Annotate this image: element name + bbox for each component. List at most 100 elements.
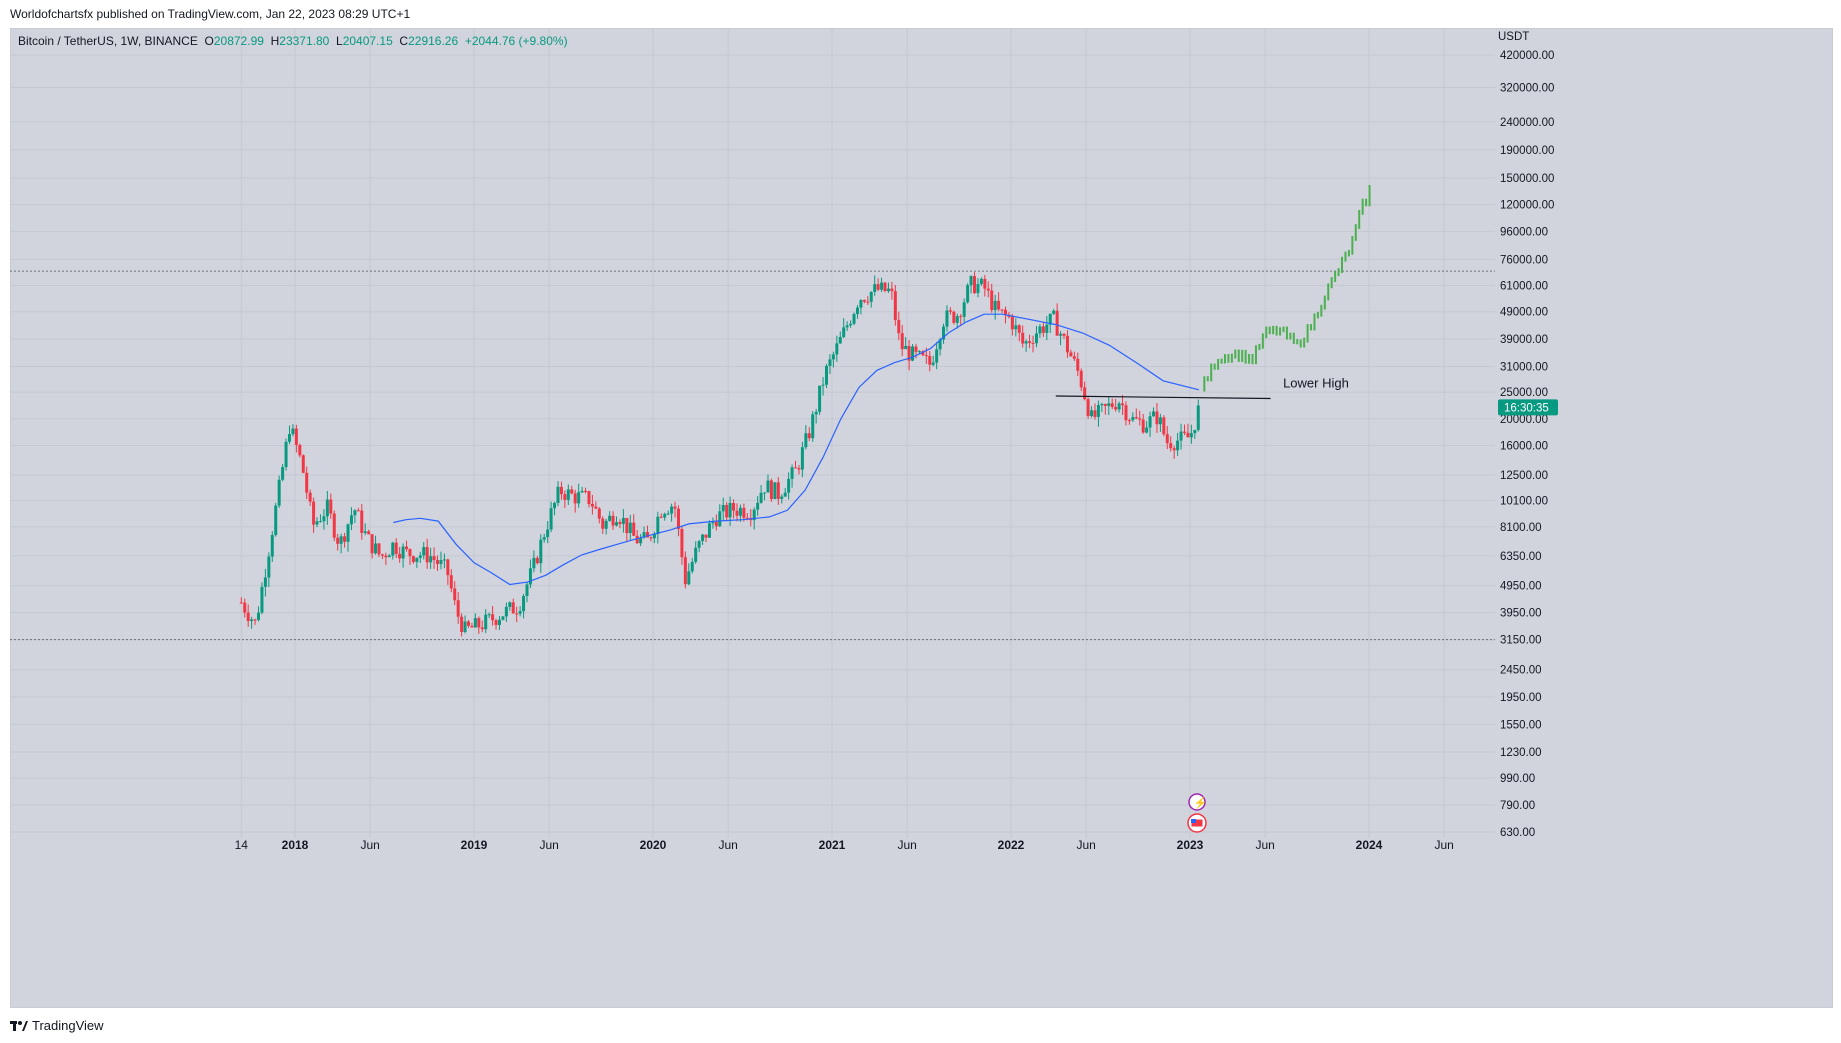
price-chart[interactable]: Lower High USDT 630.00 790.00 990.00 1230.0… bbox=[10, 28, 1833, 1008]
candle-body bbox=[573, 493, 577, 504]
candle-body bbox=[377, 543, 381, 555]
tradingview-logo[interactable]: TradingView bbox=[10, 1018, 104, 1033]
candle-body bbox=[845, 325, 849, 328]
candle-body bbox=[776, 482, 780, 499]
candle-body bbox=[886, 288, 890, 292]
candle-body bbox=[1069, 352, 1073, 357]
candle-body bbox=[305, 472, 309, 493]
candle-body bbox=[759, 492, 763, 503]
candle-body bbox=[938, 339, 942, 350]
close-value: 22916.26 bbox=[408, 34, 459, 48]
candle-body bbox=[1103, 403, 1107, 406]
candle-body bbox=[838, 337, 842, 344]
candle-body bbox=[732, 503, 736, 511]
candle-body bbox=[1045, 324, 1049, 333]
candle-body bbox=[594, 506, 598, 509]
candle-body bbox=[814, 411, 818, 415]
candle-body bbox=[835, 343, 839, 355]
candle-body bbox=[1152, 411, 1156, 417]
candle-body bbox=[948, 310, 952, 312]
candle-body bbox=[284, 441, 288, 468]
candle-body bbox=[566, 489, 570, 500]
candles bbox=[239, 272, 1200, 637]
candle-body bbox=[418, 555, 422, 558]
candle-body bbox=[945, 310, 949, 327]
candle-body bbox=[914, 346, 918, 352]
candle-body bbox=[308, 492, 312, 502]
candle-body bbox=[539, 539, 543, 564]
candle-body bbox=[491, 614, 495, 621]
candle-body bbox=[1114, 407, 1118, 410]
candle-body bbox=[890, 288, 894, 292]
candle-body bbox=[1127, 420, 1131, 422]
price-tick-label: 3950.00 bbox=[1500, 608, 1542, 620]
symbol-name[interactable]: Bitcoin / TetherUS, 1W, BINANCE bbox=[18, 34, 198, 48]
time-tick-label: Jun bbox=[1077, 838, 1096, 852]
candle-body bbox=[1124, 405, 1128, 421]
candle-body bbox=[690, 561, 694, 572]
candle-body bbox=[322, 516, 326, 522]
candle-body bbox=[432, 556, 436, 561]
price-tick-label: 1950.00 bbox=[1500, 692, 1542, 704]
current-price-countdown: 16:30:35 bbox=[1504, 402, 1549, 414]
candle-body bbox=[800, 447, 804, 470]
candle-body bbox=[501, 616, 505, 620]
candle-body bbox=[1196, 405, 1200, 430]
candle-body bbox=[504, 606, 508, 617]
candle-body bbox=[356, 510, 360, 512]
event-icons[interactable]: ⚡ bbox=[1187, 793, 1207, 833]
candle-body bbox=[1048, 313, 1052, 325]
candle-body bbox=[270, 535, 274, 557]
candle-body bbox=[442, 559, 446, 561]
candle-body bbox=[473, 618, 477, 628]
candle-body bbox=[783, 492, 787, 497]
candle-body bbox=[704, 534, 708, 538]
candle-body bbox=[601, 518, 605, 529]
price-tick-label: 3150.00 bbox=[1500, 635, 1542, 647]
time-tick-label: Jun bbox=[361, 838, 380, 852]
candle-body bbox=[1141, 419, 1145, 433]
time-axis[interactable]: 14 2018 Jun 2019 Jun 2020 Jun 2021 Jun 2022 Jun 202… bbox=[235, 838, 1454, 852]
candle-body bbox=[542, 537, 546, 540]
candle-body bbox=[497, 619, 501, 625]
candle-body bbox=[769, 480, 773, 499]
candle-body bbox=[281, 467, 285, 480]
candle-body bbox=[935, 349, 939, 363]
candle-body bbox=[1000, 309, 1004, 311]
candle-body bbox=[876, 284, 880, 290]
candle-body bbox=[1176, 440, 1180, 451]
candle-body bbox=[456, 600, 460, 617]
candle-body bbox=[787, 478, 791, 493]
close-label: C bbox=[399, 34, 409, 48]
candle-body bbox=[291, 428, 295, 435]
lower-high-line[interactable] bbox=[1055, 395, 1271, 400]
candle-body bbox=[1162, 417, 1166, 435]
candle-body bbox=[587, 491, 591, 505]
candle-body bbox=[1014, 325, 1018, 330]
candle-body bbox=[556, 486, 560, 503]
price-axis[interactable]: USDT 630.00 790.00 990.00 1230.00 1550.00 195… bbox=[1498, 31, 1554, 839]
low-value: 20407.15 bbox=[342, 34, 393, 48]
candle-body bbox=[997, 300, 1001, 310]
candle-body bbox=[979, 278, 983, 285]
candle-body bbox=[508, 602, 512, 607]
candle-body bbox=[632, 522, 636, 536]
candle-body bbox=[807, 433, 811, 439]
candle-body bbox=[246, 612, 250, 622]
candle-body bbox=[263, 577, 267, 587]
candle-body bbox=[1158, 417, 1162, 425]
candle-body bbox=[325, 499, 329, 517]
candle-body bbox=[766, 480, 770, 493]
lightning-icon[interactable] bbox=[1188, 793, 1206, 811]
candle-body bbox=[697, 541, 701, 548]
candle-body bbox=[694, 547, 698, 562]
candle-body bbox=[525, 584, 529, 597]
candle-body bbox=[494, 620, 498, 625]
candle-body bbox=[584, 490, 588, 492]
candle-body bbox=[1086, 399, 1090, 417]
candle-body bbox=[277, 479, 281, 506]
candle-body bbox=[1065, 335, 1069, 353]
candle-body bbox=[590, 504, 594, 507]
candle-body bbox=[639, 537, 643, 544]
time-tick-label: Jun bbox=[1256, 838, 1275, 852]
